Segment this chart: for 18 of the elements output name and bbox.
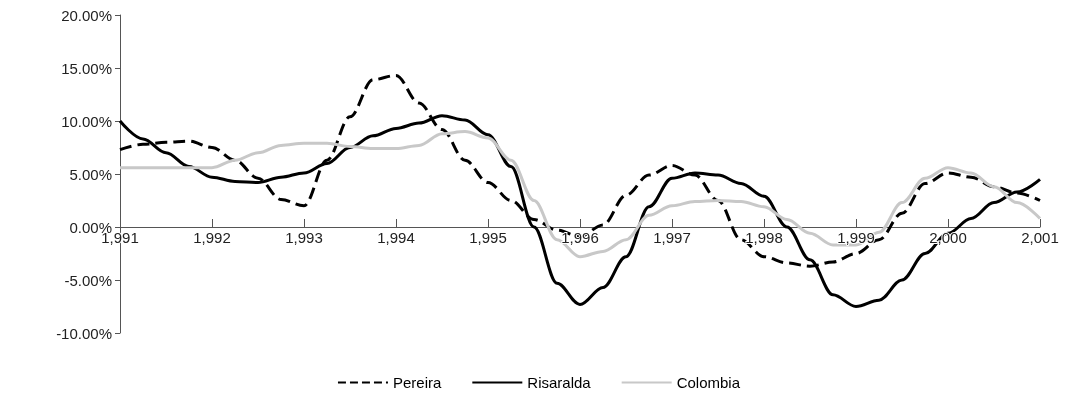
legend-label: Risaralda [527, 374, 592, 391]
y-tick-label: -5.00% [64, 271, 112, 289]
x-tick-label: 1,994 [377, 229, 415, 246]
x-tick-label: 2,001 [1021, 229, 1059, 246]
x-tick-label: 1,993 [285, 229, 323, 246]
y-tick-label: 5.00% [69, 165, 112, 183]
x-tick-label: 1,996 [561, 229, 599, 246]
x-tick-label: 1,992 [193, 229, 231, 246]
x-tick-label: 1,995 [469, 229, 507, 246]
y-tick-label: 20.00% [61, 6, 112, 24]
x-tick-label: 1,998 [745, 229, 783, 246]
y-tick-label: 10.00% [61, 112, 112, 130]
x-tick-label: 1,997 [653, 229, 691, 246]
x-tick-label: 1,999 [837, 229, 875, 246]
y-tick-label: 15.00% [61, 59, 112, 77]
legend-label: Pereira [392, 374, 442, 391]
legend-label: Colombia [676, 374, 741, 391]
y-tick-label: -10.00% [56, 324, 112, 342]
